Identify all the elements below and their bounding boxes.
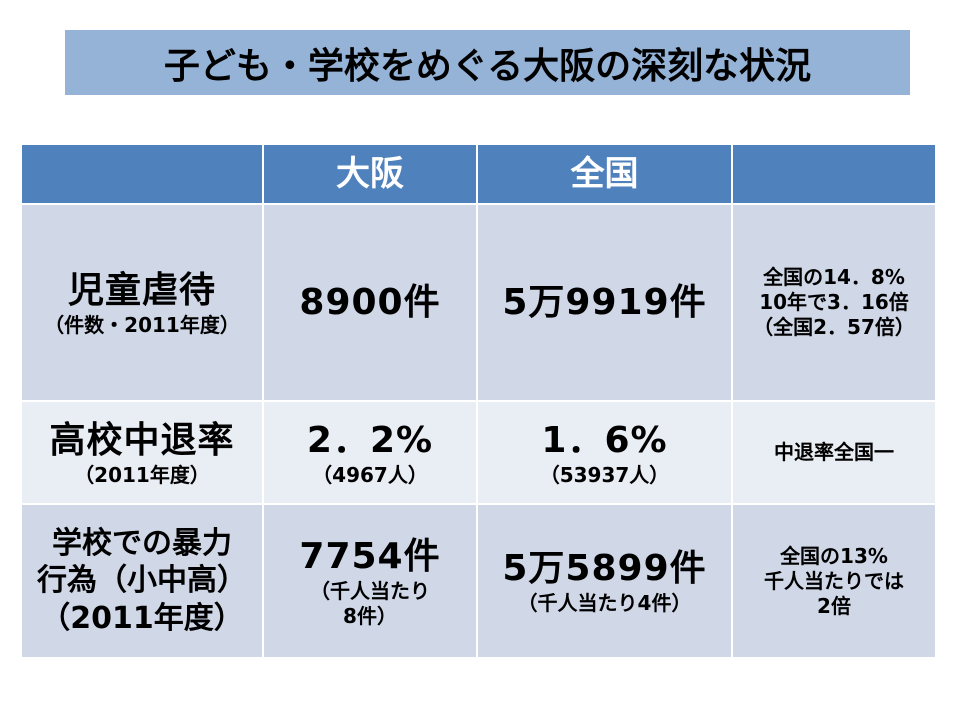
table-row: 児童虐待 （件数・2011年度） 8900件 5万9919件 全国の14．8% 10年で3… bbox=[20, 203, 937, 402]
header-cell bbox=[20, 143, 264, 205]
cell-text: （千人当たり bbox=[310, 578, 430, 603]
cell-text: 2．2% bbox=[306, 419, 434, 461]
header-cell bbox=[731, 143, 937, 205]
header-cell: 全国 bbox=[476, 143, 733, 205]
cell-text: 8件） bbox=[343, 603, 397, 628]
cell-text: （2011年度） bbox=[40, 600, 244, 636]
cell-text: （53937人） bbox=[539, 462, 670, 487]
data-table: 大阪 全国 児童虐待 （件数・2011年度） 8900件 5万9919件 全国の14．8… bbox=[20, 143, 937, 659]
cell-text: 児童虐待 bbox=[67, 269, 216, 311]
cell-text: （件数・2011年度） bbox=[44, 312, 240, 337]
cell-text: （2011年度） bbox=[74, 462, 210, 487]
cell-text: 5万9919件 bbox=[502, 282, 707, 323]
cell-text: 高校中退率 bbox=[49, 419, 235, 461]
cell-text: 8900件 bbox=[299, 282, 441, 323]
osaka-cell: 2．2% （4967人） bbox=[262, 400, 478, 505]
table-row: 学校での暴力 行為（小中高） （2011年度） 7754件 （千人当たり 8件） 5万589… bbox=[20, 503, 937, 659]
cell-text: 10年で3．16倍 bbox=[759, 290, 909, 314]
national-cell: 1．6% （53937人） bbox=[476, 400, 733, 505]
cell-text: （全国2．57倍） bbox=[753, 315, 915, 339]
label-cell: 学校での暴力 行為（小中高） （2011年度） bbox=[20, 503, 264, 659]
cell-text: （千人当たり4件） bbox=[517, 591, 692, 615]
cell-text: 7754件 bbox=[299, 535, 441, 577]
cell-text: 中退率全国一 bbox=[774, 440, 894, 464]
note-cell: 全国の13% 千人当たりでは 2倍 bbox=[731, 503, 937, 659]
osaka-cell: 8900件 bbox=[262, 203, 478, 402]
osaka-cell: 7754件 （千人当たり 8件） bbox=[262, 503, 478, 659]
national-cell: 5万5899件 （千人当たり4件） bbox=[476, 503, 733, 659]
cell-text: （4967人） bbox=[312, 462, 428, 487]
national-cell: 5万9919件 bbox=[476, 203, 733, 402]
cell-text: 千人当たりでは bbox=[764, 568, 904, 593]
header-cell: 大阪 bbox=[262, 143, 478, 205]
label-cell: 児童虐待 （件数・2011年度） bbox=[20, 203, 264, 402]
note-cell: 全国の14．8% 10年で3．16倍 （全国2．57倍） bbox=[731, 203, 937, 402]
cell-text: 5万5899件 bbox=[502, 548, 707, 589]
cell-text: 行為（小中高） bbox=[37, 563, 247, 599]
cell-text: 全国の14．8% bbox=[763, 265, 905, 289]
header-row: 大阪 全国 bbox=[20, 143, 937, 205]
cell-text: 全国の13% bbox=[780, 543, 888, 568]
label-cell: 高校中退率 （2011年度） bbox=[20, 400, 264, 505]
cell-text: 1．6% bbox=[541, 419, 668, 461]
note-cell: 中退率全国一 bbox=[731, 400, 937, 505]
slide-title: 子ども・学校をめぐる大阪の深刻な状況 bbox=[65, 30, 910, 95]
cell-text: 学校での暴力 bbox=[52, 525, 232, 561]
cell-text: 2倍 bbox=[817, 593, 851, 618]
table-row: 高校中退率 （2011年度） 2．2% （4967人） 1．6% （53937人） 中退率全… bbox=[20, 400, 937, 505]
